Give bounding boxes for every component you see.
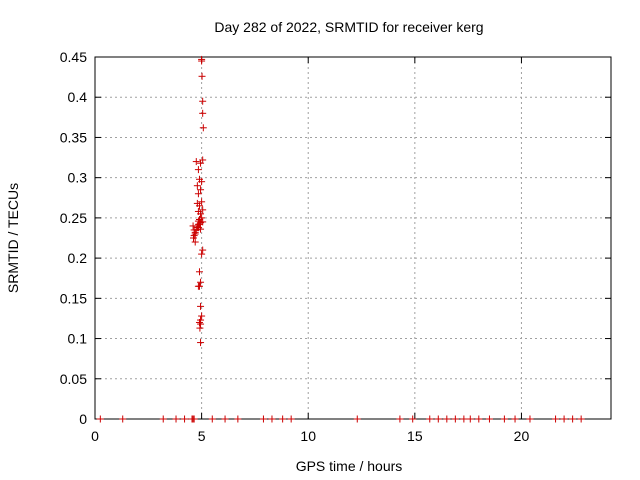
data-point [279, 415, 287, 423]
data-point [159, 415, 167, 423]
data-point [451, 415, 459, 423]
y-axis-label: SRMTID / TECUs [5, 183, 21, 293]
x-tick-label: 10 [300, 428, 316, 444]
data-point [195, 202, 203, 210]
data-point [181, 415, 189, 423]
data-point [199, 206, 207, 214]
data-point [577, 415, 585, 423]
chart-title: Day 282 of 2022, SRMTID for receiver ker… [214, 19, 483, 35]
data-point [193, 182, 201, 190]
data-point [199, 218, 207, 226]
y-tick-label: 0.4 [68, 89, 88, 105]
data-point [190, 234, 198, 242]
data-point [195, 268, 203, 276]
data-point [268, 415, 276, 423]
data-point [194, 190, 202, 198]
data-point [197, 302, 205, 310]
plot-frame [94, 56, 612, 420]
data-point [199, 97, 207, 105]
y-tick-label: 0.3 [68, 170, 88, 186]
data-point [198, 57, 206, 65]
y-tick-label: 0.2 [68, 250, 88, 266]
data-point [485, 415, 493, 423]
data-point [194, 166, 202, 174]
data-point [199, 246, 207, 254]
data-point [460, 415, 468, 423]
data-point [195, 282, 203, 290]
data-point [198, 178, 206, 186]
data-point [511, 415, 519, 423]
x-tick-label: 0 [91, 428, 99, 444]
x-axis-label: GPS time / hours [296, 458, 403, 474]
data-point [208, 415, 216, 423]
data-point [197, 225, 205, 233]
data-point [172, 415, 180, 423]
data-point [197, 320, 205, 328]
y-tick-label: 0.45 [60, 49, 87, 65]
data-point [191, 238, 199, 246]
data-point [190, 415, 198, 423]
data-point [198, 312, 206, 320]
data-point [526, 415, 534, 423]
data-point [198, 72, 206, 80]
x-tick-label: 15 [407, 428, 423, 444]
data-point [434, 415, 442, 423]
data-point [197, 278, 205, 286]
data-point [221, 415, 229, 423]
data-points [96, 55, 585, 423]
y-tick-label: 0 [79, 411, 87, 427]
data-point [197, 339, 205, 347]
y-tick-label: 0.15 [60, 290, 87, 306]
data-point [259, 415, 267, 423]
y-tick-label: 0.1 [68, 331, 88, 347]
data-point [560, 415, 568, 423]
y-tick-label: 0.25 [60, 210, 87, 226]
data-point [199, 124, 207, 132]
data-point [198, 250, 206, 258]
data-point [199, 109, 207, 117]
data-point [192, 158, 200, 166]
x-tick-label: 5 [198, 428, 206, 444]
y-tick-label: 0.05 [60, 371, 87, 387]
data-point [500, 415, 508, 423]
data-point [191, 230, 199, 238]
data-point [196, 324, 204, 332]
data-point [396, 415, 404, 423]
axis-ticks [94, 56, 611, 420]
data-point [475, 415, 483, 423]
data-point [199, 156, 207, 164]
data-point [234, 415, 242, 423]
data-point [193, 224, 201, 232]
data-point [466, 415, 474, 423]
data-point [287, 415, 295, 423]
data-point [197, 210, 205, 218]
data-point [96, 415, 104, 423]
x-tick-label: 20 [514, 428, 530, 444]
data-point [198, 198, 206, 206]
data-point [197, 186, 205, 194]
data-point [552, 415, 560, 423]
grid-lines [95, 57, 611, 419]
y-tick-label: 0.35 [60, 129, 87, 145]
data-point [409, 415, 417, 423]
y-tick-labels: 0 0.05 0.1 0.15 0.2 0.25 0.3 0.35 0.4 0.45 [60, 49, 87, 427]
data-point [443, 415, 451, 423]
data-point [426, 415, 434, 423]
data-point [189, 222, 197, 230]
x-tick-labels: 0 5 10 15 20 [91, 428, 529, 444]
data-point [569, 415, 577, 423]
data-point [119, 415, 127, 423]
data-point [353, 415, 361, 423]
data-point [194, 220, 202, 228]
